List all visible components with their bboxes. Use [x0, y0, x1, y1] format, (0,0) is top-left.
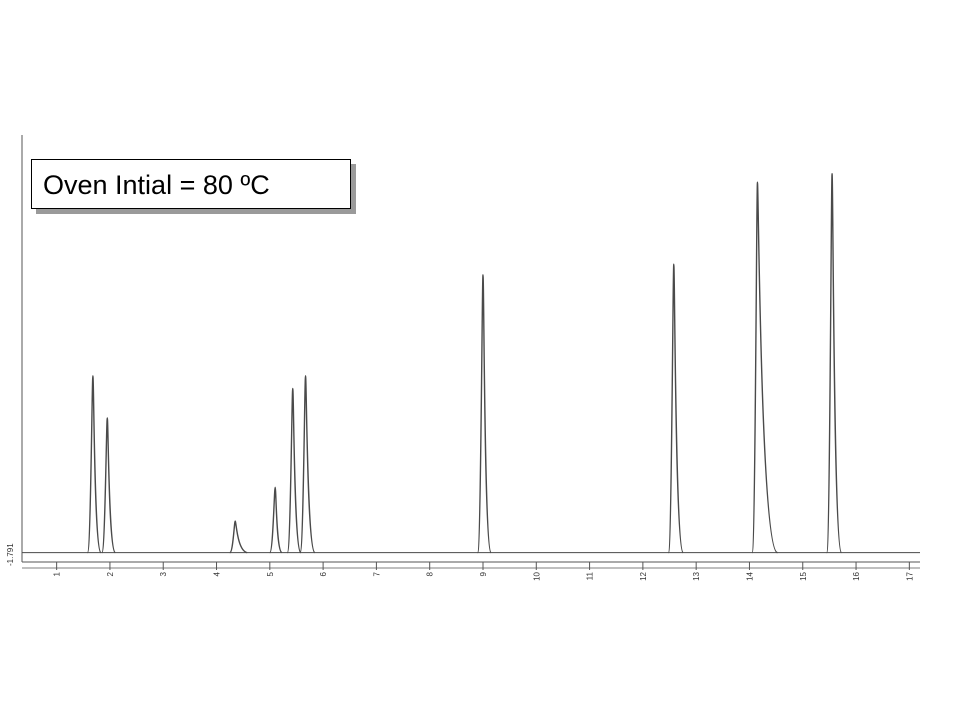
x-tick-label: 2: [106, 571, 115, 576]
peak-4: [269, 486, 283, 554]
x-tick-label: 6: [319, 571, 328, 576]
x-tick-label: 4: [213, 571, 222, 576]
annotation-text: Oven Intial = 80 ºC: [43, 170, 270, 200]
peak-3: [229, 520, 248, 554]
x-tick-label: 17: [905, 571, 914, 580]
x-tick-label: 11: [586, 571, 595, 580]
peaks: [86, 172, 843, 554]
axes: [21, 135, 920, 569]
x-tick-label: 14: [745, 571, 754, 580]
x-tick-label: 13: [692, 571, 701, 580]
peak-2: [101, 417, 116, 554]
peak-7: [476, 274, 492, 554]
x-tick-label: 8: [426, 571, 435, 576]
x-tick-label: 15: [799, 571, 808, 580]
peak-10: [826, 172, 843, 554]
peak-6: [299, 375, 316, 554]
x-tick-label: 10: [532, 571, 541, 580]
x-tick-label: 12: [639, 571, 648, 580]
peak-5: [286, 387, 302, 554]
x-tick-label: 7: [372, 571, 381, 576]
x-tick-label: 1: [53, 571, 62, 576]
x-tick-label: 3: [159, 571, 168, 576]
peak-1: [86, 375, 102, 554]
y-axis-tick-label: -1.791: [6, 543, 15, 566]
annotation-box: Oven Intial = 80 ºC: [31, 159, 351, 209]
x-tick-label: 16: [852, 571, 861, 580]
peak-8: [667, 263, 684, 554]
x-axis-ticks: 1 2 3 4 5 6 7 8 9 10 11 12 13 14 15 16 17: [53, 562, 914, 581]
peak-9: [751, 181, 779, 554]
x-tick-label: 9: [479, 571, 488, 576]
x-tick-label: 5: [266, 571, 275, 576]
